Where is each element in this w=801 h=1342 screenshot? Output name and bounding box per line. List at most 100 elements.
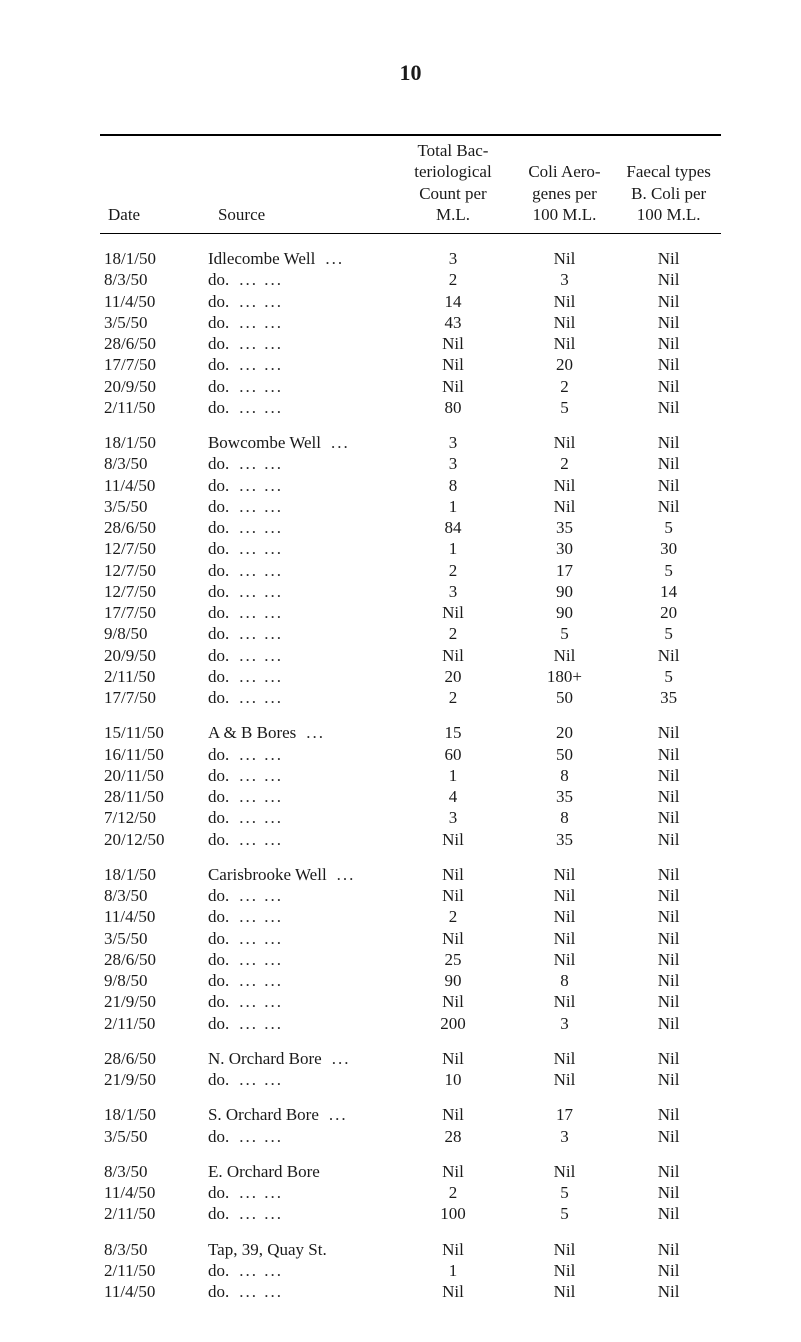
table-row: 9/8/50do.... ...908Nil (100, 970, 721, 991)
table-row: 20/12/50do.... ...Nil35Nil (100, 829, 721, 850)
cell-source: Carisbrooke Well... (200, 850, 393, 885)
table-row: 12/7/50do.... ...39014 (100, 581, 721, 602)
table-row: 16/11/50do.... ...6050Nil (100, 744, 721, 765)
table-row: 28/6/50do.... ...NilNilNil (100, 333, 721, 354)
cell-total: 80 (393, 397, 512, 418)
cell-total: Nil (393, 1090, 512, 1125)
cell-coli: Nil (513, 850, 617, 885)
cell-date: 9/8/50 (100, 970, 200, 991)
cell-source: Bowcombe Well... (200, 418, 393, 453)
cell-total: Nil (393, 885, 512, 906)
cell-source: do.... ... (200, 581, 393, 602)
cell-date: 12/7/50 (100, 581, 200, 602)
cell-coli: 8 (513, 765, 617, 786)
table-row: 17/7/50do.... ...Nil20Nil (100, 354, 721, 375)
cell-faecal: Nil (616, 418, 721, 453)
cell-faecal: Nil (616, 453, 721, 474)
cell-faecal: Nil (616, 708, 721, 743)
cell-faecal: Nil (616, 397, 721, 418)
cell-date: 16/11/50 (100, 744, 200, 765)
cell-faecal: 30 (616, 538, 721, 559)
cell-source: do.... ... (200, 807, 393, 828)
cell-coli: 35 (513, 829, 617, 850)
cell-source: do.... ... (200, 560, 393, 581)
cell-source: do.... ... (200, 475, 393, 496)
cell-source: do.... ... (200, 354, 393, 375)
cell-coli: Nil (513, 1034, 617, 1069)
cell-date: 20/9/50 (100, 645, 200, 666)
cell-coli: 3 (513, 269, 617, 290)
cell-faecal: 14 (616, 581, 721, 602)
cell-faecal: Nil (616, 850, 721, 885)
cell-date: 7/12/50 (100, 807, 200, 828)
cell-source: do.... ... (200, 1182, 393, 1203)
cell-coli: Nil (513, 291, 617, 312)
cell-source: do.... ... (200, 1281, 393, 1302)
cell-faecal: Nil (616, 354, 721, 375)
cell-source: do.... ... (200, 991, 393, 1012)
col-faecal: Faecal types B. Coli per 100 M.L. (616, 135, 721, 233)
cell-source: do.... ... (200, 949, 393, 970)
cell-source: do.... ... (200, 538, 393, 559)
cell-coli: 5 (513, 1203, 617, 1224)
cell-coli: 35 (513, 517, 617, 538)
cell-total: Nil (393, 1281, 512, 1302)
cell-coli: 17 (513, 560, 617, 581)
table-row: 12/7/50do.... ...2175 (100, 560, 721, 581)
cell-coli: Nil (513, 928, 617, 949)
cell-source: do.... ... (200, 623, 393, 644)
cell-source: do.... ... (200, 602, 393, 623)
cell-total: 4 (393, 786, 512, 807)
cell-date: 12/7/50 (100, 560, 200, 581)
cell-faecal: Nil (616, 333, 721, 354)
cell-coli: Nil (513, 1069, 617, 1090)
cell-coli: 20 (513, 708, 617, 743)
cell-coli: Nil (513, 1225, 617, 1260)
table-row: 11/4/50do.... ...14NilNil (100, 291, 721, 312)
cell-faecal: Nil (616, 1182, 721, 1203)
cell-coli: Nil (513, 312, 617, 333)
cell-coli: Nil (513, 496, 617, 517)
cell-faecal: Nil (616, 991, 721, 1012)
cell-source: N. Orchard Bore... (200, 1034, 393, 1069)
cell-source: do.... ... (200, 744, 393, 765)
cell-date: 2/11/50 (100, 397, 200, 418)
cell-date: 9/8/50 (100, 623, 200, 644)
cell-source: do.... ... (200, 517, 393, 538)
cell-date: 8/3/50 (100, 1147, 200, 1182)
cell-coli: 5 (513, 623, 617, 644)
cell-total: 14 (393, 291, 512, 312)
cell-source: do.... ... (200, 829, 393, 850)
cell-date: 18/1/50 (100, 850, 200, 885)
cell-source: do.... ... (200, 291, 393, 312)
table-row: 15/11/50A & B Bores...1520Nil (100, 708, 721, 743)
cell-faecal: Nil (616, 376, 721, 397)
col-total: Total Bac- teriological Count per M.L. (393, 135, 512, 233)
cell-date: 3/5/50 (100, 312, 200, 333)
cell-total: Nil (393, 829, 512, 850)
table-row: 20/9/50do.... ...NilNilNil (100, 645, 721, 666)
cell-total: Nil (393, 376, 512, 397)
cell-faecal: 5 (616, 560, 721, 581)
cell-date: 8/3/50 (100, 269, 200, 290)
cell-total: Nil (393, 1147, 512, 1182)
cell-total: 8 (393, 475, 512, 496)
cell-source: do.... ... (200, 786, 393, 807)
cell-faecal: Nil (616, 475, 721, 496)
cell-coli: 180+ (513, 666, 617, 687)
cell-source: A & B Bores... (200, 708, 393, 743)
cell-total: 3 (393, 581, 512, 602)
cell-faecal: 5 (616, 623, 721, 644)
cell-faecal: 20 (616, 602, 721, 623)
cell-date: 17/7/50 (100, 687, 200, 708)
cell-date: 11/4/50 (100, 906, 200, 927)
table-row: 28/6/50N. Orchard Bore...NilNilNil (100, 1034, 721, 1069)
table-body: 18/1/50Idlecombe Well...3NilNil8/3/50do.… (100, 234, 721, 1303)
cell-faecal: Nil (616, 269, 721, 290)
cell-coli: 20 (513, 354, 617, 375)
cell-faecal: Nil (616, 234, 721, 270)
cell-total: 28 (393, 1126, 512, 1147)
table-row: 28/6/50do.... ...84355 (100, 517, 721, 538)
cell-coli: Nil (513, 885, 617, 906)
page: 10 Date Source Total Bac- teriological C… (0, 0, 801, 1342)
